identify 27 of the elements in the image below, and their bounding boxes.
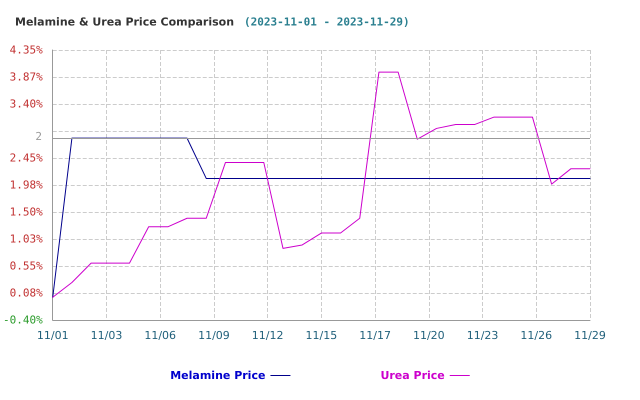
x-tick-label: 11/06 — [144, 329, 176, 342]
y-tick-label: -0.40% — [2, 314, 44, 326]
legend-label: Urea Price — [380, 369, 445, 382]
y-tick-label: 1.50% — [10, 206, 44, 218]
x-tick-label: 11/23 — [466, 329, 498, 342]
x-tick-label: 11/09 — [198, 329, 230, 342]
y-tick-label: 1.98% — [10, 178, 44, 192]
chart-subtitle: (2023-11-01 - 2023-11-29) — [244, 16, 410, 28]
y-tick-label: 3.87% — [10, 70, 44, 84]
x-tick-label: 11/29 — [574, 329, 606, 342]
x-tick-label: 11/20 — [412, 329, 445, 342]
x-tick-label: 11/01 — [36, 329, 69, 342]
x-tick-label: 11/12 — [252, 329, 284, 342]
line-series — [52, 72, 590, 298]
y-tick-label: 2.45% — [10, 152, 44, 164]
legend-label: Melamine Price — [170, 369, 266, 382]
y-tick-label: 0.55% — [10, 260, 44, 272]
x-tick-label: 11/26 — [520, 329, 552, 342]
x-tick-label: 11/17 — [359, 329, 391, 342]
y-tick-label: 3.40% — [10, 98, 44, 110]
y-tick-label: 0.08% — [10, 286, 44, 300]
x-tick-label: 11/03 — [90, 329, 122, 342]
y-tick-label: 1.03% — [10, 232, 44, 246]
text: 2 — [35, 130, 42, 144]
chart-title: Melamine & Urea Price Comparison — [15, 16, 234, 28]
x-tick-label: 11/15 — [306, 329, 338, 342]
y-tick-label: 4.35% — [10, 44, 44, 56]
